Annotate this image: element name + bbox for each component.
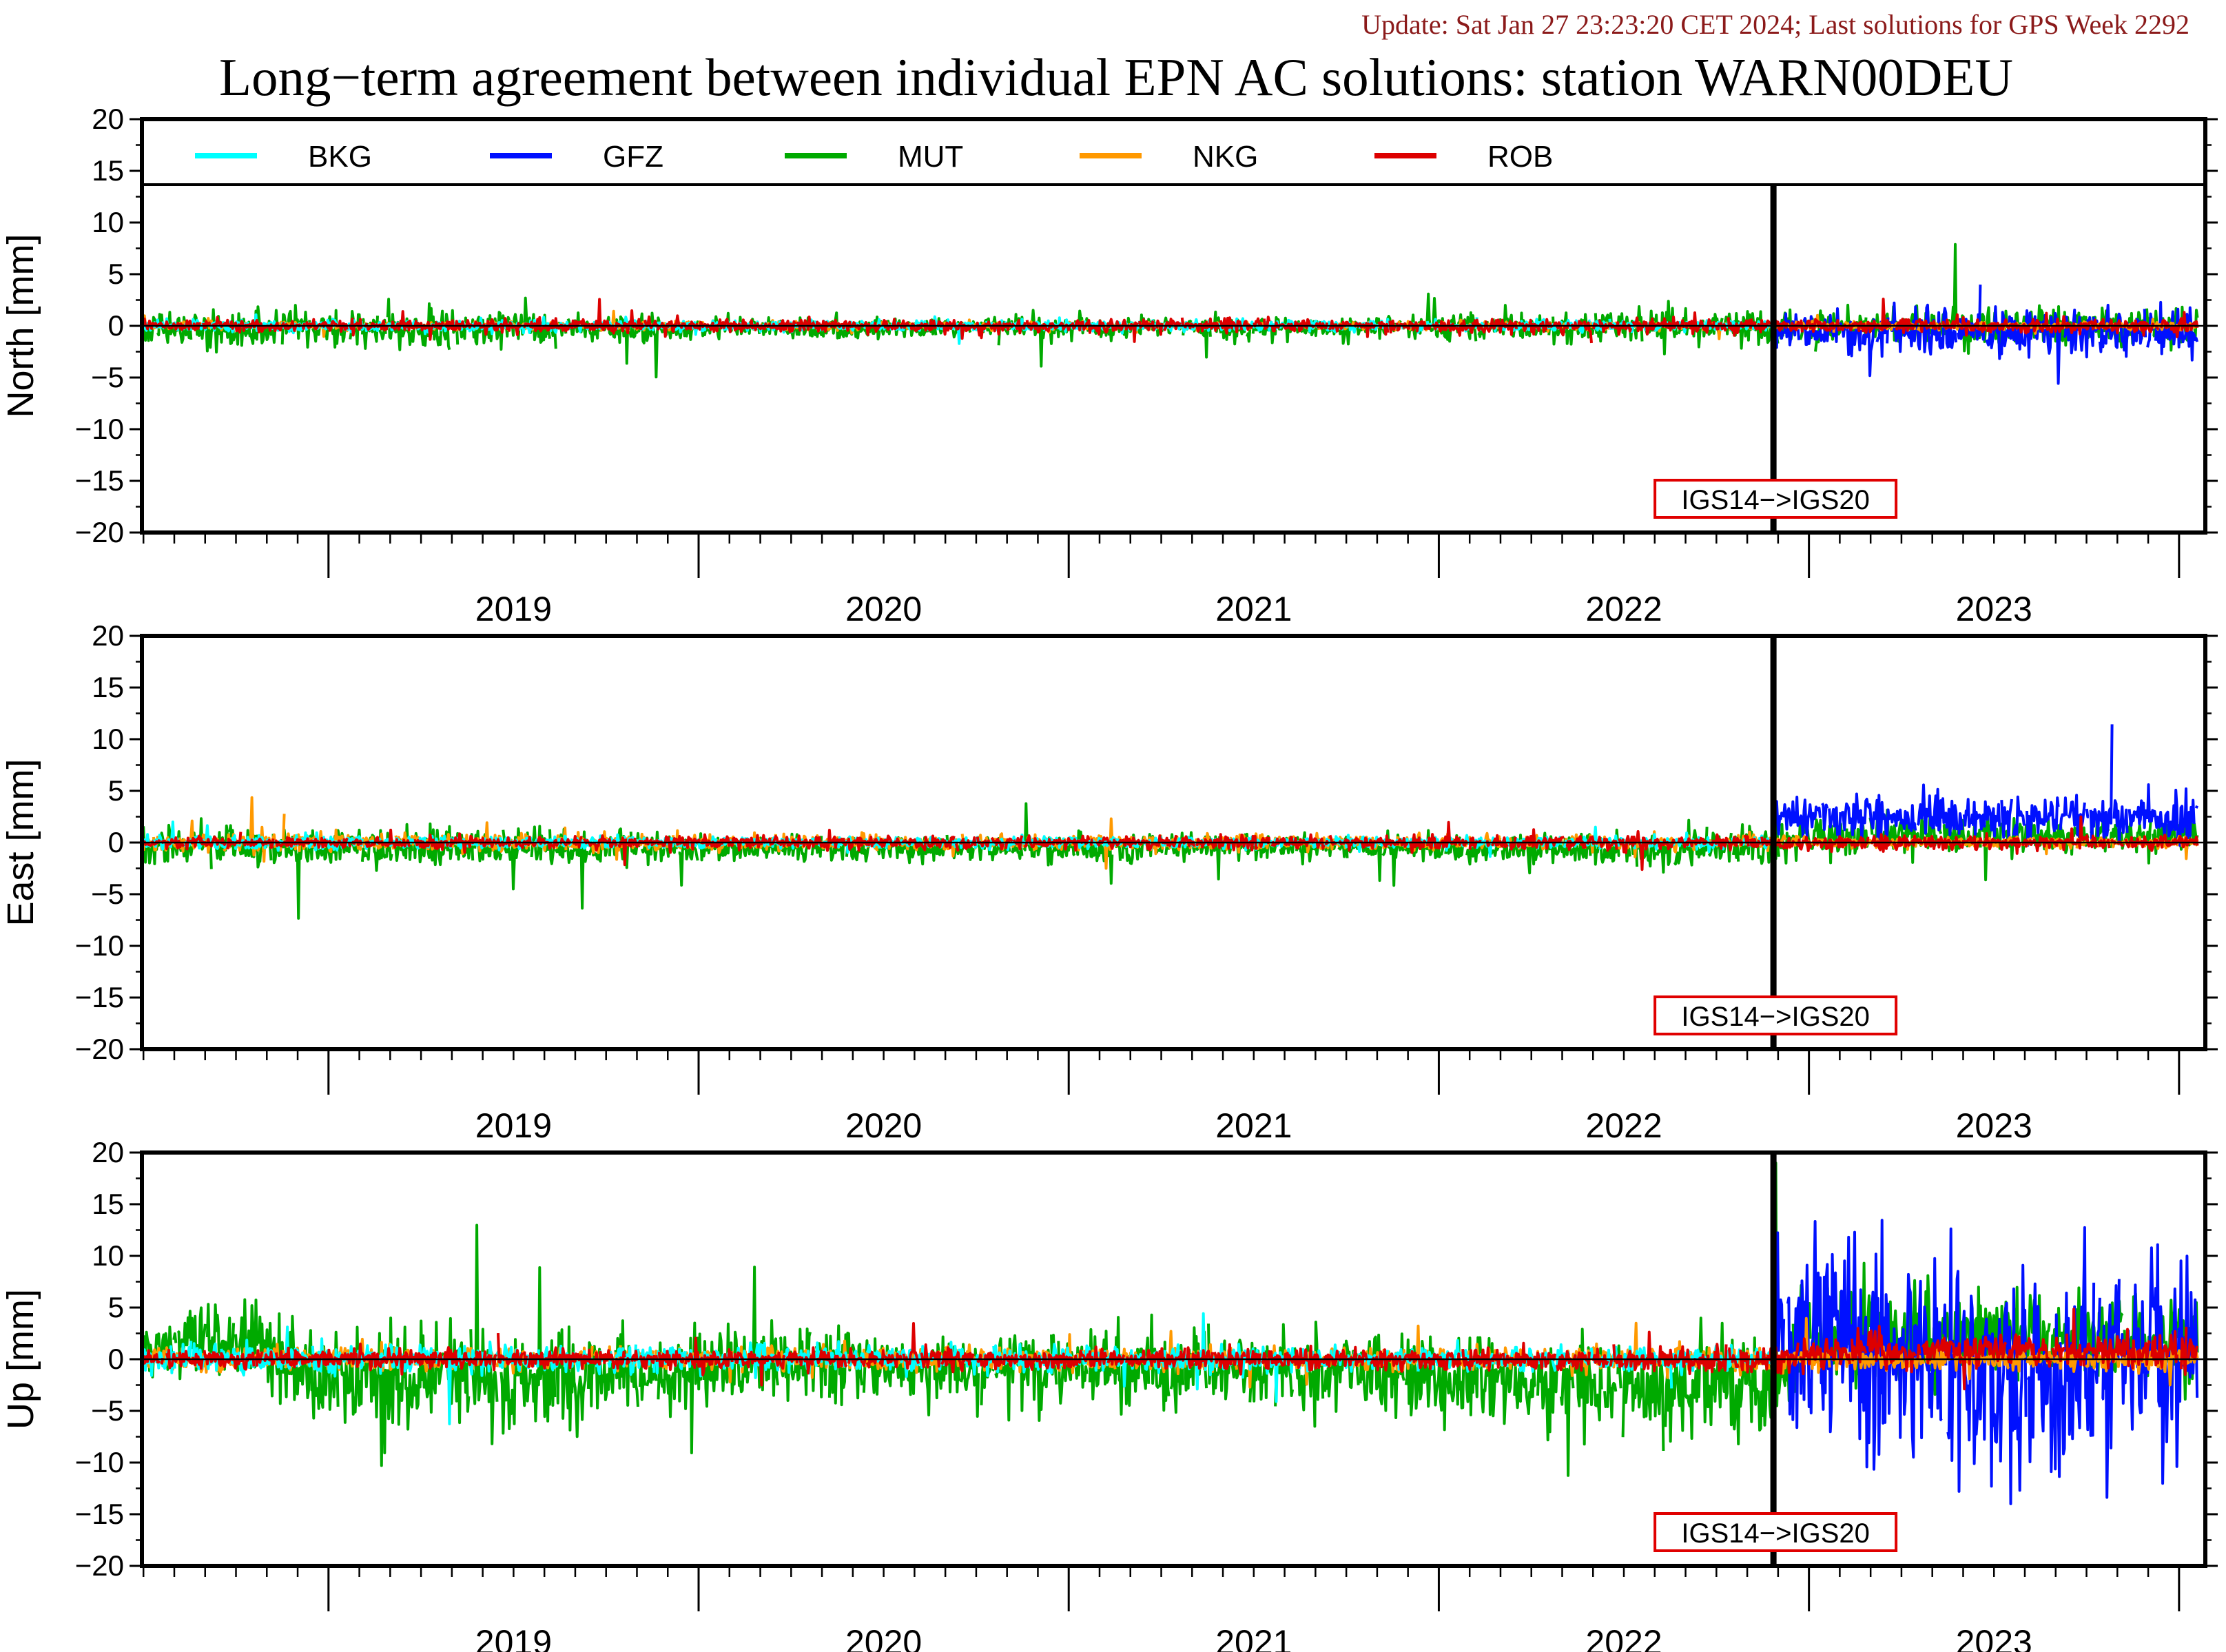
x-year-label: 2023 (1956, 590, 2032, 628)
x-year-label: 2021 (1215, 1623, 1292, 1652)
reference-frame-label: IGS14−>IGS20 (1681, 485, 1870, 515)
y-tick-label: 20 (92, 103, 124, 135)
y-tick-label: 0 (108, 826, 124, 858)
y-tick-label: 0 (108, 1343, 124, 1375)
y-tick-label: 20 (92, 1136, 124, 1168)
x-year-label: 2023 (1956, 1106, 2032, 1145)
legend-background (142, 119, 2205, 185)
y-tick-label: −10 (75, 413, 124, 445)
y-tick-label: −5 (91, 361, 124, 393)
panel-up: IGS14−>IGS20 −20 −15 −10 −5 0 5 10 15 20 Up [mm] 20… (0, 1136, 2218, 1652)
x-year-label: 2022 (1585, 1623, 1662, 1652)
reference-frame-label: IGS14−>IGS20 (1681, 1518, 1870, 1549)
legend-label-rob: ROB (1487, 140, 1553, 174)
y-tick-label: 10 (92, 1239, 124, 1272)
x-year-label: 2022 (1585, 1106, 1662, 1145)
y-tick-label: 10 (92, 723, 124, 755)
y-tick-label: −15 (75, 981, 124, 1013)
chart-title: Long−term agreement between individual E… (219, 48, 2013, 107)
y-tick-label: −20 (75, 1549, 124, 1582)
y-tick-label: 10 (92, 206, 124, 238)
x-year-label: 2020 (845, 1106, 922, 1145)
reference-frame-label: IGS14−>IGS20 (1681, 1002, 1870, 1032)
y-axis-label: Up [mm] (0, 1289, 41, 1429)
reference-frame-label-box (1653, 479, 1898, 519)
y-tick-label: 15 (92, 671, 124, 703)
legend-label-gfz: GFZ (603, 140, 663, 174)
y-tick-label: 0 (108, 309, 124, 342)
y-tick-label: 5 (108, 1291, 124, 1323)
panel-east: IGS14−>IGS20 −20 −15 −10 −5 0 5 10 15 20 East [mm]… (0, 619, 2218, 1145)
panel-north: IGS14−>IGS20 −20 −15 −10 −5 0 5 10 15 20 North [mm… (0, 103, 2218, 628)
reference-frame-label-box (1653, 995, 1898, 1035)
x-year-label: 2020 (845, 1623, 922, 1652)
y-tick-label: −15 (75, 1498, 124, 1530)
y-axis-label: North [mm] (0, 234, 41, 417)
x-year-label: 2021 (1215, 1106, 1292, 1145)
y-tick-label: 5 (108, 774, 124, 807)
x-year-label: 2019 (475, 1623, 552, 1652)
x-year-label: 2022 (1585, 590, 1662, 628)
y-tick-label: −20 (75, 1033, 124, 1065)
x-year-label: 2021 (1215, 590, 1292, 628)
y-tick-label: −10 (75, 1446, 124, 1478)
y-tick-label: 15 (92, 1188, 124, 1220)
legend-label-mut: MUT (898, 140, 963, 174)
update-timestamp: Update: Sat Jan 27 23:23:20 CET 2024; La… (1361, 9, 2189, 40)
series-group (143, 1161, 2199, 1505)
x-year-label: 2023 (1956, 1623, 2032, 1652)
y-tick-label: −5 (91, 878, 124, 910)
y-tick-label: −15 (75, 464, 124, 497)
y-axis-label: East [mm] (0, 758, 41, 926)
legend-label-nkg: NKG (1193, 140, 1258, 174)
legend: BKG GFZ MUT NKG ROB (140, 117, 2207, 535)
reference-frame-label-box (1653, 1512, 1898, 1552)
y-tick-label: 5 (108, 258, 124, 290)
legend-label-bkg: BKG (308, 140, 372, 174)
panel-frame-overlay (140, 117, 2207, 535)
y-tick-label: −20 (75, 516, 124, 548)
y-tick-label: −10 (75, 929, 124, 962)
y-tick-label: 15 (92, 154, 124, 187)
x-year-label: 2020 (845, 590, 922, 628)
y-tick-label: −5 (91, 1394, 124, 1427)
x-year-label: 2019 (475, 590, 552, 628)
x-year-label: 2019 (475, 1106, 552, 1145)
y-tick-label: 20 (92, 619, 124, 652)
series-line-gfz (1774, 1219, 2199, 1505)
series-line-gfz (1774, 724, 2198, 849)
